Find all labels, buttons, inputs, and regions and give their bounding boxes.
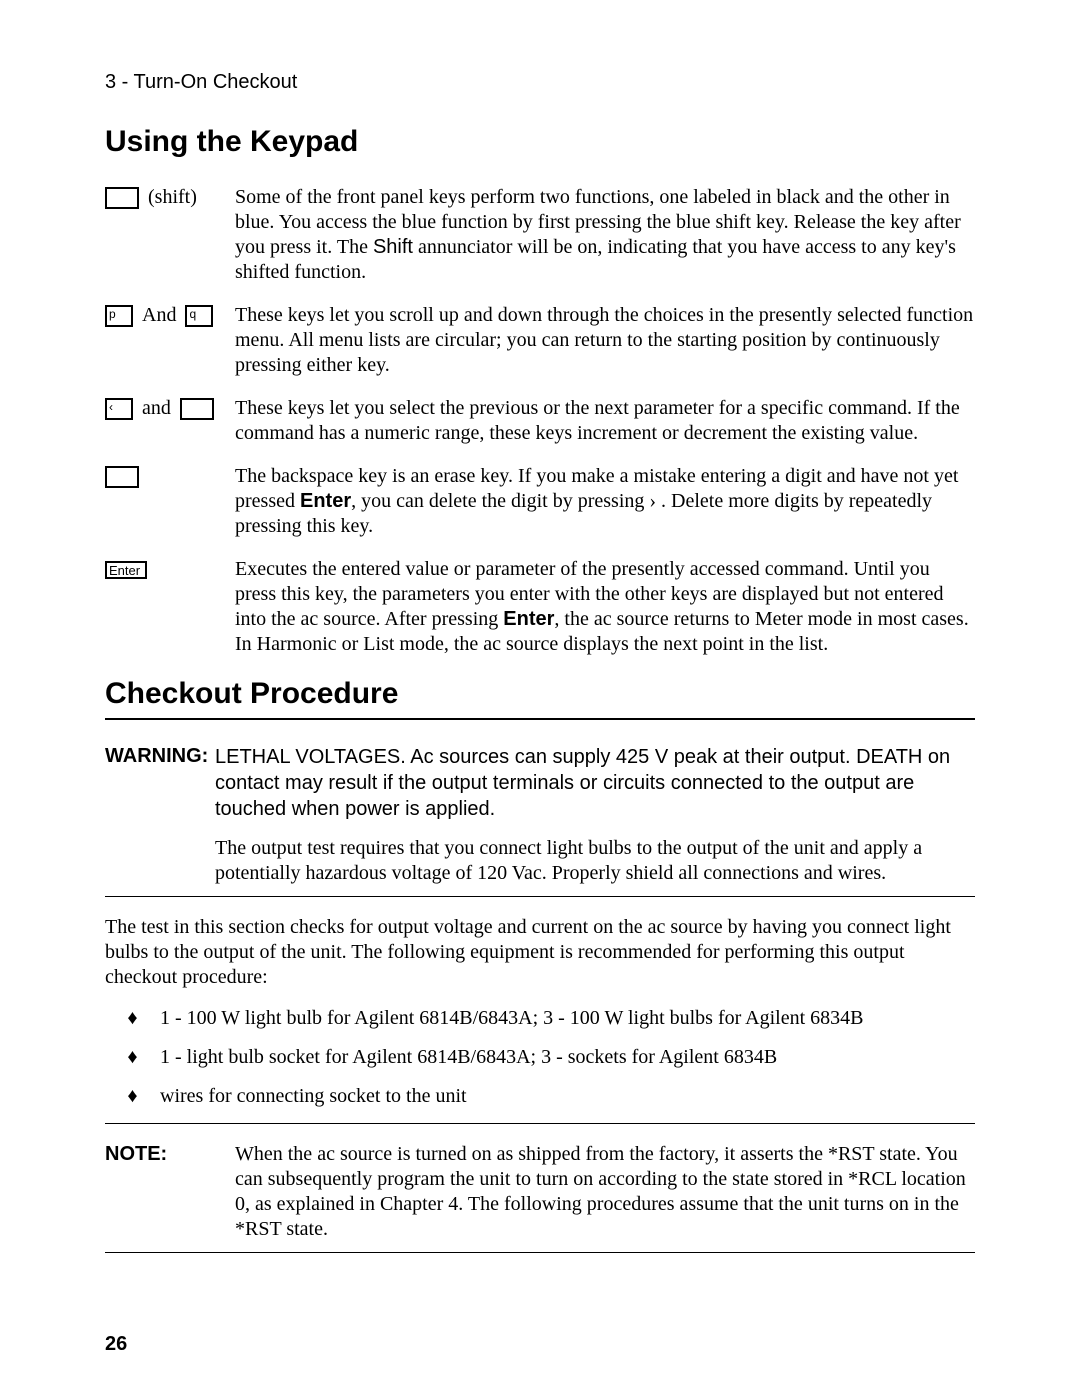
breadcrumb: 3 - Turn-On Checkout xyxy=(105,70,975,95)
bullet-icon: ♦ xyxy=(105,1045,160,1070)
key-backspace-box xyxy=(105,466,139,488)
shift-annunciator: Shift xyxy=(373,236,413,258)
section-title-checkout: Checkout Procedure xyxy=(105,675,975,721)
keypad-desc-shift: Some of the front panel keys perform two… xyxy=(235,185,975,285)
note-label: NOTE: xyxy=(105,1142,235,1167)
list-item-text: 1 - light bulb socket for Agilent 6814B/… xyxy=(160,1045,777,1070)
list-item: ♦ 1 - light bulb socket for Agilent 6814… xyxy=(105,1045,975,1070)
divider-3 xyxy=(105,1252,975,1253)
note-text: When the ac source is turned on as shipp… xyxy=(235,1142,975,1242)
warning-text-2: The output test requires that you connec… xyxy=(215,836,975,886)
keypad-desc-leftright: These keys let you select the previous o… xyxy=(235,396,975,446)
key-shift-label: (shift) xyxy=(148,186,197,208)
and-label-2: and xyxy=(142,397,171,419)
warning-block: WARNING: LETHAL VOLTAGES. Ac sources can… xyxy=(105,744,975,822)
section-title-keypad: Using the Keypad xyxy=(105,123,975,161)
page-number: 26 xyxy=(105,1332,127,1357)
list-item: ♦ wires for connecting socket to the uni… xyxy=(105,1084,975,1109)
keypad-row-leftright: ‹ and These keys let you select the prev… xyxy=(105,396,975,446)
list-item: ♦ 1 - 100 W light bulb for Agilent 6814B… xyxy=(105,1006,975,1031)
equipment-list: ♦ 1 - 100 W light bulb for Agilent 6814B… xyxy=(105,1006,975,1109)
list-item-text: wires for connecting socket to the unit xyxy=(160,1084,467,1109)
list-item-text: 1 - 100 W light bulb for Agilent 6814B/6… xyxy=(160,1006,864,1031)
key-enter-box: Enter xyxy=(105,561,147,579)
warning-label: WARNING: xyxy=(105,744,215,769)
bullet-icon: ♦ xyxy=(105,1084,160,1109)
key-up-box: p xyxy=(105,305,133,327)
and-label-1: And xyxy=(142,304,176,326)
keypad-row-scroll: p And q These keys let you scroll up and… xyxy=(105,303,975,378)
keypad-row-enter: Enter Executes the entered value or para… xyxy=(105,557,975,657)
intro-paragraph: The test in this section checks for outp… xyxy=(105,915,975,990)
bullet-icon: ♦ xyxy=(105,1006,160,1031)
bs-enter-word: Enter xyxy=(300,490,351,512)
key-down-box: q xyxy=(185,305,213,327)
keypad-desc-backspace: The backspace key is an erase key. If yo… xyxy=(235,464,975,539)
divider-1 xyxy=(105,896,975,897)
enter-word: Enter xyxy=(503,608,554,630)
note-block: NOTE: When the ac source is turned on as… xyxy=(105,1142,975,1242)
keypad-desc-enter: Executes the entered value or parameter … xyxy=(235,557,975,657)
keypad-row-shift: (shift) Some of the front panel keys per… xyxy=(105,185,975,285)
warning-text-1: LETHAL VOLTAGES. Ac sources can supply 4… xyxy=(215,744,975,822)
keypad-row-backspace: The backspace key is an erase key. If yo… xyxy=(105,464,975,539)
key-right-box xyxy=(180,398,214,420)
divider-2 xyxy=(105,1123,975,1124)
keypad-desc-scroll: These keys let you scroll up and down th… xyxy=(235,303,975,378)
key-left-box: ‹ xyxy=(105,398,133,420)
key-shift-box xyxy=(105,187,139,209)
